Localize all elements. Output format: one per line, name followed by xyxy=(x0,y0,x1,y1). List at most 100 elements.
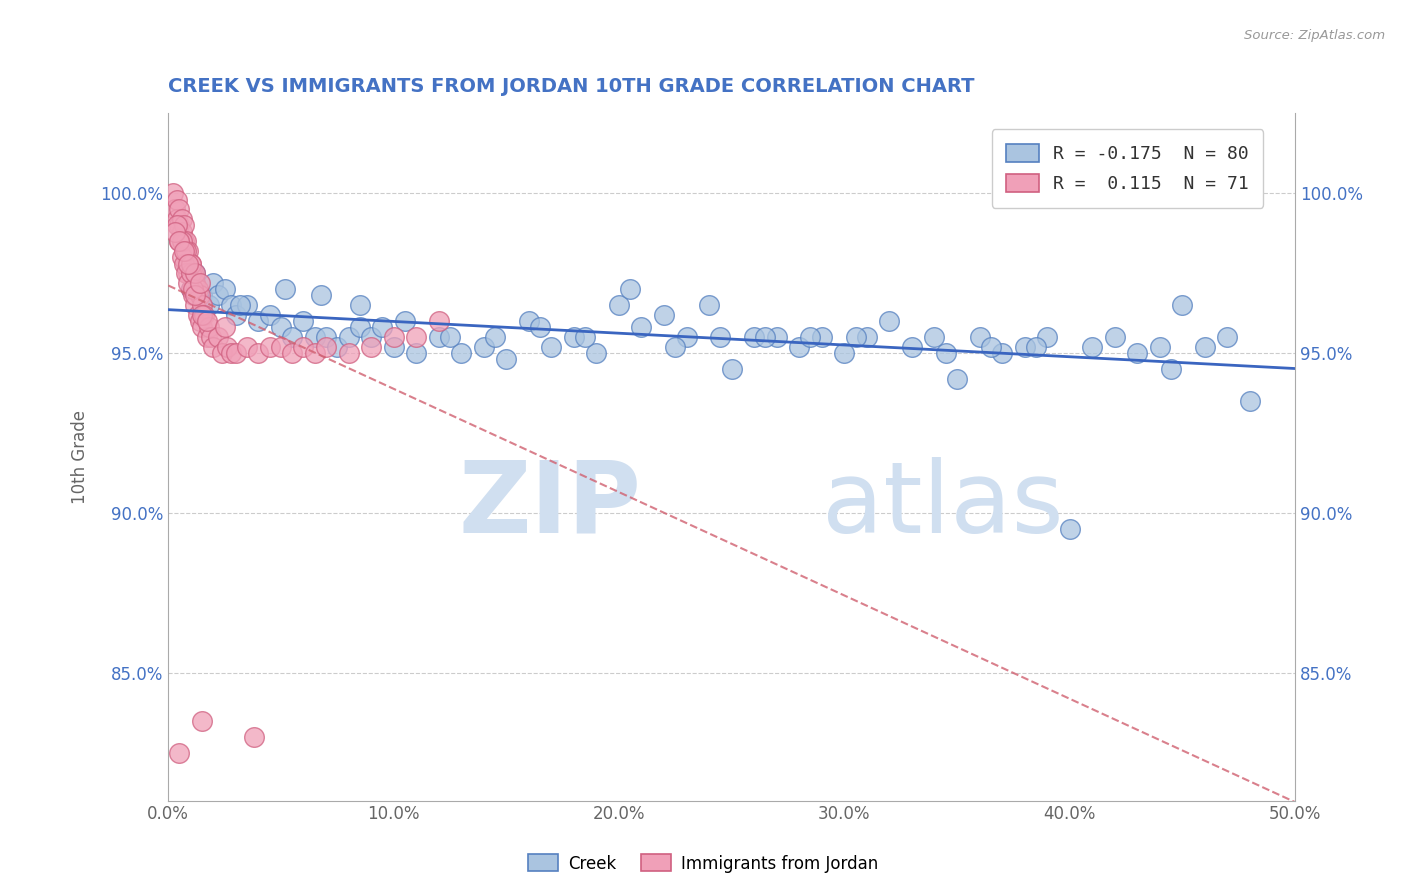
Point xyxy=(1149,340,1171,354)
Point xyxy=(562,330,585,344)
Point xyxy=(181,288,204,302)
Point xyxy=(337,330,360,344)
Point xyxy=(1126,346,1149,360)
Point xyxy=(450,346,472,360)
Y-axis label: 10th Grade: 10th Grade xyxy=(72,410,89,504)
Point xyxy=(360,330,382,344)
Point xyxy=(191,288,214,302)
Point xyxy=(427,314,450,328)
Point xyxy=(1171,298,1194,312)
Point xyxy=(630,320,652,334)
Point xyxy=(225,308,247,322)
Point xyxy=(170,234,193,248)
Point xyxy=(337,346,360,360)
Point xyxy=(207,288,229,302)
Point xyxy=(311,288,333,302)
Point xyxy=(709,330,731,344)
Point xyxy=(166,211,188,226)
Point xyxy=(191,308,214,322)
Point xyxy=(170,250,193,264)
Point xyxy=(166,218,188,232)
Point xyxy=(186,282,208,296)
Point xyxy=(163,202,186,217)
Point xyxy=(166,193,188,207)
Point xyxy=(427,330,450,344)
Point xyxy=(292,340,315,354)
Point xyxy=(1036,330,1059,344)
Point xyxy=(195,314,218,328)
Point xyxy=(211,346,233,360)
Point xyxy=(304,346,326,360)
Point xyxy=(270,340,292,354)
Point xyxy=(787,340,810,354)
Point xyxy=(197,298,219,312)
Point xyxy=(221,298,243,312)
Point xyxy=(207,330,229,344)
Point xyxy=(236,298,259,312)
Point xyxy=(1104,330,1126,344)
Point xyxy=(382,340,405,354)
Point xyxy=(495,352,517,367)
Point xyxy=(832,346,855,360)
Point xyxy=(181,266,204,280)
Point xyxy=(1059,522,1081,536)
Point xyxy=(935,346,957,360)
Point xyxy=(221,346,243,360)
Text: ZIP: ZIP xyxy=(458,457,641,554)
Point xyxy=(754,330,776,344)
Point xyxy=(169,234,191,248)
Point xyxy=(186,308,208,322)
Point xyxy=(259,308,281,322)
Point xyxy=(315,340,337,354)
Point xyxy=(169,234,191,248)
Point xyxy=(173,218,195,232)
Legend: Creek, Immigrants from Jordan: Creek, Immigrants from Jordan xyxy=(522,847,884,880)
Point xyxy=(969,330,991,344)
Point xyxy=(720,362,742,376)
Point xyxy=(270,320,292,334)
Point xyxy=(517,314,540,328)
Point xyxy=(1025,340,1047,354)
Point xyxy=(259,340,281,354)
Point xyxy=(197,320,219,334)
Point xyxy=(188,314,211,328)
Point xyxy=(202,340,225,354)
Point xyxy=(924,330,946,344)
Point xyxy=(174,266,197,280)
Point xyxy=(856,330,879,344)
Point xyxy=(405,330,427,344)
Point xyxy=(173,234,195,248)
Point xyxy=(574,330,596,344)
Point xyxy=(845,330,868,344)
Point xyxy=(184,288,207,302)
Point xyxy=(170,225,193,239)
Point xyxy=(177,276,200,290)
Point xyxy=(315,330,337,344)
Point xyxy=(1216,330,1239,344)
Point xyxy=(349,298,371,312)
Point xyxy=(946,371,969,385)
Point xyxy=(799,330,821,344)
Point xyxy=(1014,340,1036,354)
Point xyxy=(177,256,200,270)
Point xyxy=(184,266,207,280)
Point xyxy=(349,320,371,334)
Point xyxy=(177,266,200,280)
Point xyxy=(173,256,195,270)
Point xyxy=(281,330,304,344)
Point xyxy=(180,282,202,296)
Point xyxy=(184,276,207,290)
Point xyxy=(980,340,1002,354)
Point xyxy=(188,276,211,290)
Point xyxy=(173,244,195,258)
Point xyxy=(675,330,697,344)
Point xyxy=(1239,394,1261,409)
Point xyxy=(619,282,641,296)
Point xyxy=(697,298,720,312)
Point xyxy=(1194,340,1216,354)
Point xyxy=(191,298,214,312)
Point xyxy=(664,340,686,354)
Point xyxy=(765,330,787,344)
Point xyxy=(180,266,202,280)
Point xyxy=(281,346,304,360)
